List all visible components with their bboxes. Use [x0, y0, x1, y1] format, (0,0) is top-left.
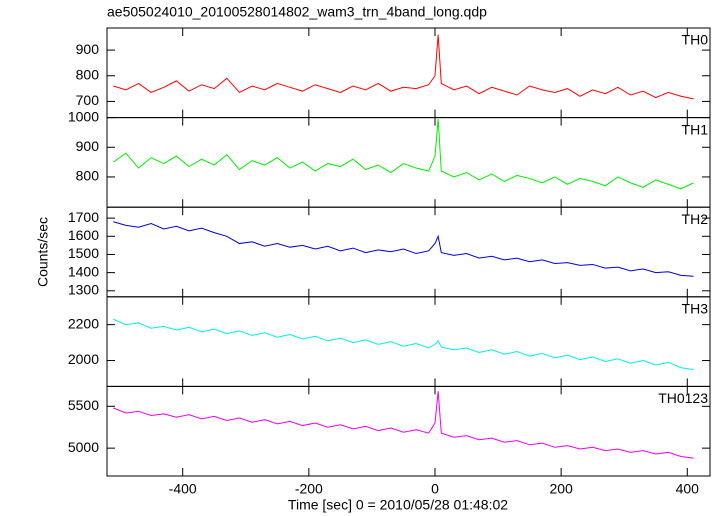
panel-label: TH0 [682, 32, 709, 48]
y-tick-label: 1000 [68, 108, 99, 124]
y-tick-label: 1300 [68, 282, 99, 298]
series-line [113, 391, 694, 459]
panel-frame [106, 385, 711, 477]
panel-frame [106, 296, 711, 387]
panel-frame [106, 117, 711, 208]
panel-frame [106, 206, 711, 298]
chart-title: ae505024010_20100528014802_wam3_trn_4ban… [107, 4, 487, 20]
panel-label: TH3 [682, 301, 709, 317]
y-tick-label: 800 [76, 168, 100, 184]
series-line [113, 119, 694, 190]
y-tick-label: 1400 [68, 263, 99, 279]
y-axis-label: Counts/sec [35, 217, 51, 287]
x-tick-label: -200 [295, 481, 323, 497]
x-tick-label: 400 [676, 481, 700, 497]
y-tick-label: 700 [76, 92, 100, 108]
panel-label: TH1 [682, 121, 709, 137]
x-axis-label: Time [sec] 0 = 2010/05/28 01:48:02 [288, 497, 508, 513]
y-tick-label: 1500 [68, 245, 99, 261]
y-tick-label: 800 [76, 66, 100, 82]
y-tick-label: 5500 [68, 397, 99, 413]
series-line [113, 221, 694, 277]
y-tick-label: 2200 [68, 315, 99, 331]
y-tick-label: 1600 [68, 227, 99, 243]
y-tick-label: 900 [76, 41, 100, 57]
y-tick-label: 2000 [68, 351, 99, 367]
y-tick-label: 5000 [68, 439, 99, 455]
y-tick-label: 1700 [68, 209, 99, 225]
x-tick-label: 200 [549, 481, 573, 497]
panel-label: TH0123 [658, 390, 708, 406]
y-tick-label: 900 [76, 138, 100, 154]
series-line [113, 34, 694, 100]
x-tick-label: -400 [169, 481, 197, 497]
panel-frame [106, 27, 711, 119]
x-tick-label: 0 [431, 481, 439, 497]
panel-label: TH2 [682, 211, 709, 227]
series-line [113, 318, 694, 371]
